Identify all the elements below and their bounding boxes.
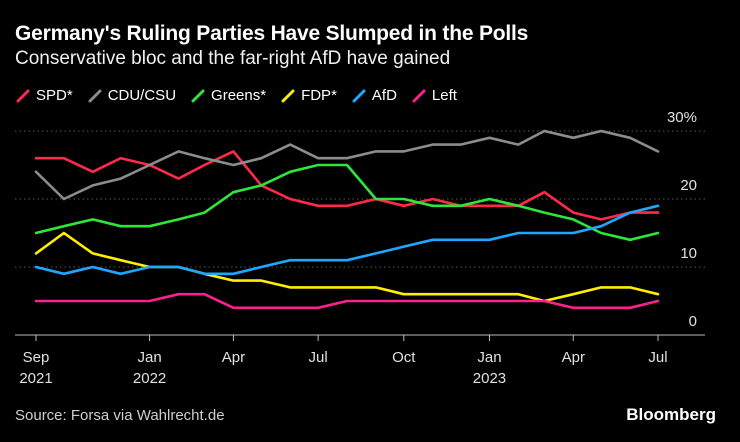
x-tick-year-label: 2021 [19,370,52,387]
x-tick-year-label: 2023 [473,370,506,387]
legend-swatch-icon [281,89,295,102]
x-tick-label: Jul [309,349,328,366]
legend-label: SPD* [36,87,73,104]
x-tick-label: Apr [222,349,245,366]
series-line-spd [34,150,660,221]
series-line-afd [34,204,660,276]
series-line-left [34,292,660,310]
x-tick-label: Oct [392,349,416,366]
legend-item-left: Left [411,87,457,104]
legend-label: AfD [371,87,397,104]
x-tick-label: Sep [23,349,50,366]
x-tick-year-label: 2022 [133,370,166,387]
x-tick-label: Jan [477,349,501,366]
legend-item-afd: AfD [351,87,397,104]
legend-item-cdu-csu: CDU/CSU [87,87,176,104]
bloomberg-logo: Bloomberg [626,405,716,424]
series-line-greens [34,163,660,242]
y-tick-label: 20 [680,177,697,194]
chart-subtitle: Conservative bloc and the far-right AfD … [15,48,451,69]
x-tick-label: Apr [562,349,585,366]
legend-label: Greens* [211,87,267,104]
x-tick-label: Jul [648,349,667,366]
legend-label: Left [431,87,457,104]
y-tick-label: 30% [667,109,697,126]
series-line-cdu-csu [34,129,660,201]
legend-item-greens: Greens* [190,87,266,104]
series-line-fdp [34,231,660,303]
legend-label: FDP* [301,87,337,104]
legend-swatch-icon [352,89,366,102]
y-tick-label: 0 [689,313,697,330]
legend-label: CDU/CSU [107,87,177,104]
x-tick-label: Jan [138,349,162,366]
legend-swatch-icon [191,89,205,102]
y-tick-label: 10 [680,245,697,262]
legend-item-spd: SPD* [15,87,73,104]
legend-swatch-icon [16,89,30,102]
legend-item-fdp: FDP* [280,87,337,104]
legend-swatch-icon [88,89,102,102]
chart-legend: SPD* CDU/CSU Greens* FDP* AfD Left [15,87,471,104]
source-note: Source: Forsa via Wahlrecht.de [15,407,225,424]
chart-title: Germany's Ruling Parties Have Slumped in… [15,22,529,45]
legend-swatch-icon [412,89,426,102]
